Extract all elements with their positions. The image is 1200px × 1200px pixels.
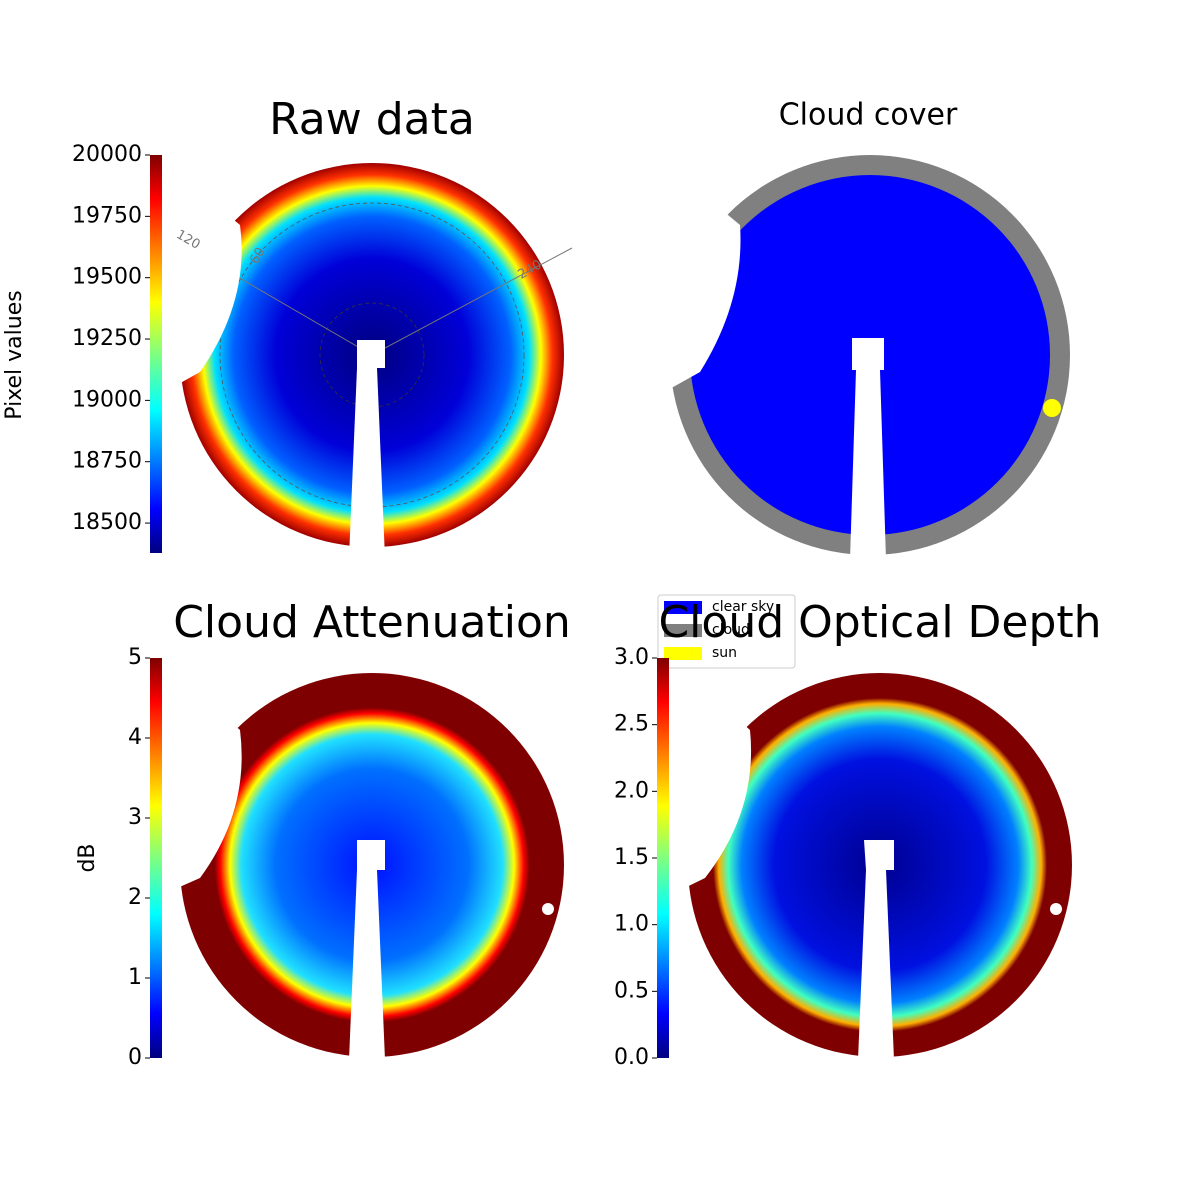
polar-grid — [319, 302, 425, 408]
colorbar — [150, 658, 162, 1058]
sky-images — [150, 150, 1072, 1060]
sun-region — [1043, 399, 1061, 417]
colorbar-tick-label: 20000 — [72, 142, 142, 167]
colorbar-tick-label: 19250 — [72, 326, 142, 351]
colorbar-tick-label: 4 — [128, 725, 142, 750]
legend-label: sun — [712, 645, 737, 661]
colorbar-tick-label: 2.0 — [614, 778, 649, 803]
panel-title: Cloud cover — [779, 98, 958, 133]
legend-swatch — [664, 601, 702, 614]
colorbar-tick-label: 19750 — [72, 203, 142, 228]
colorbar-tick-label: 0 — [128, 1045, 142, 1070]
panel-title: Cloud Attenuation — [173, 597, 571, 648]
colorbar-tick-label: 19000 — [72, 387, 142, 412]
colorbar-tick-label: 1 — [128, 965, 142, 990]
colorbar-label: dB — [75, 843, 100, 872]
masks — [150, 150, 1062, 1060]
colorbar — [150, 155, 162, 553]
legend-label: cloud — [712, 622, 750, 638]
colorbar-tick-label: 3 — [128, 805, 142, 830]
colorbar-tick-label: 18500 — [72, 510, 142, 535]
legend-swatch — [664, 624, 702, 637]
colorbar-tick-label: 1.5 — [614, 845, 649, 870]
colorbar-tick-label: 5 — [128, 645, 142, 670]
polar-spoke — [371, 247, 573, 356]
colorbar-tick-label: 1.0 — [614, 912, 649, 937]
colorbar-tick-label: 2 — [128, 885, 142, 910]
colorbar-label: Pixel values — [2, 290, 27, 419]
legend-label: clear sky — [712, 599, 774, 615]
panel-title: Raw data — [269, 94, 475, 145]
colorbar-tick-label: 2.5 — [614, 712, 649, 737]
colorbar-tick-label: 19500 — [72, 265, 142, 290]
colorbar-tick-label: 0.5 — [614, 978, 649, 1003]
panel-title: Cloud Optical Depth — [658, 597, 1101, 648]
legend-swatch — [664, 647, 702, 660]
colorbar-tick-label: 0.0 — [614, 1045, 649, 1070]
polar-label: 60 — [247, 245, 268, 267]
colorbar-tick-label: 3.0 — [614, 645, 649, 670]
colorbar-tick-label: 18750 — [72, 449, 142, 474]
colorbar — [657, 658, 669, 1058]
